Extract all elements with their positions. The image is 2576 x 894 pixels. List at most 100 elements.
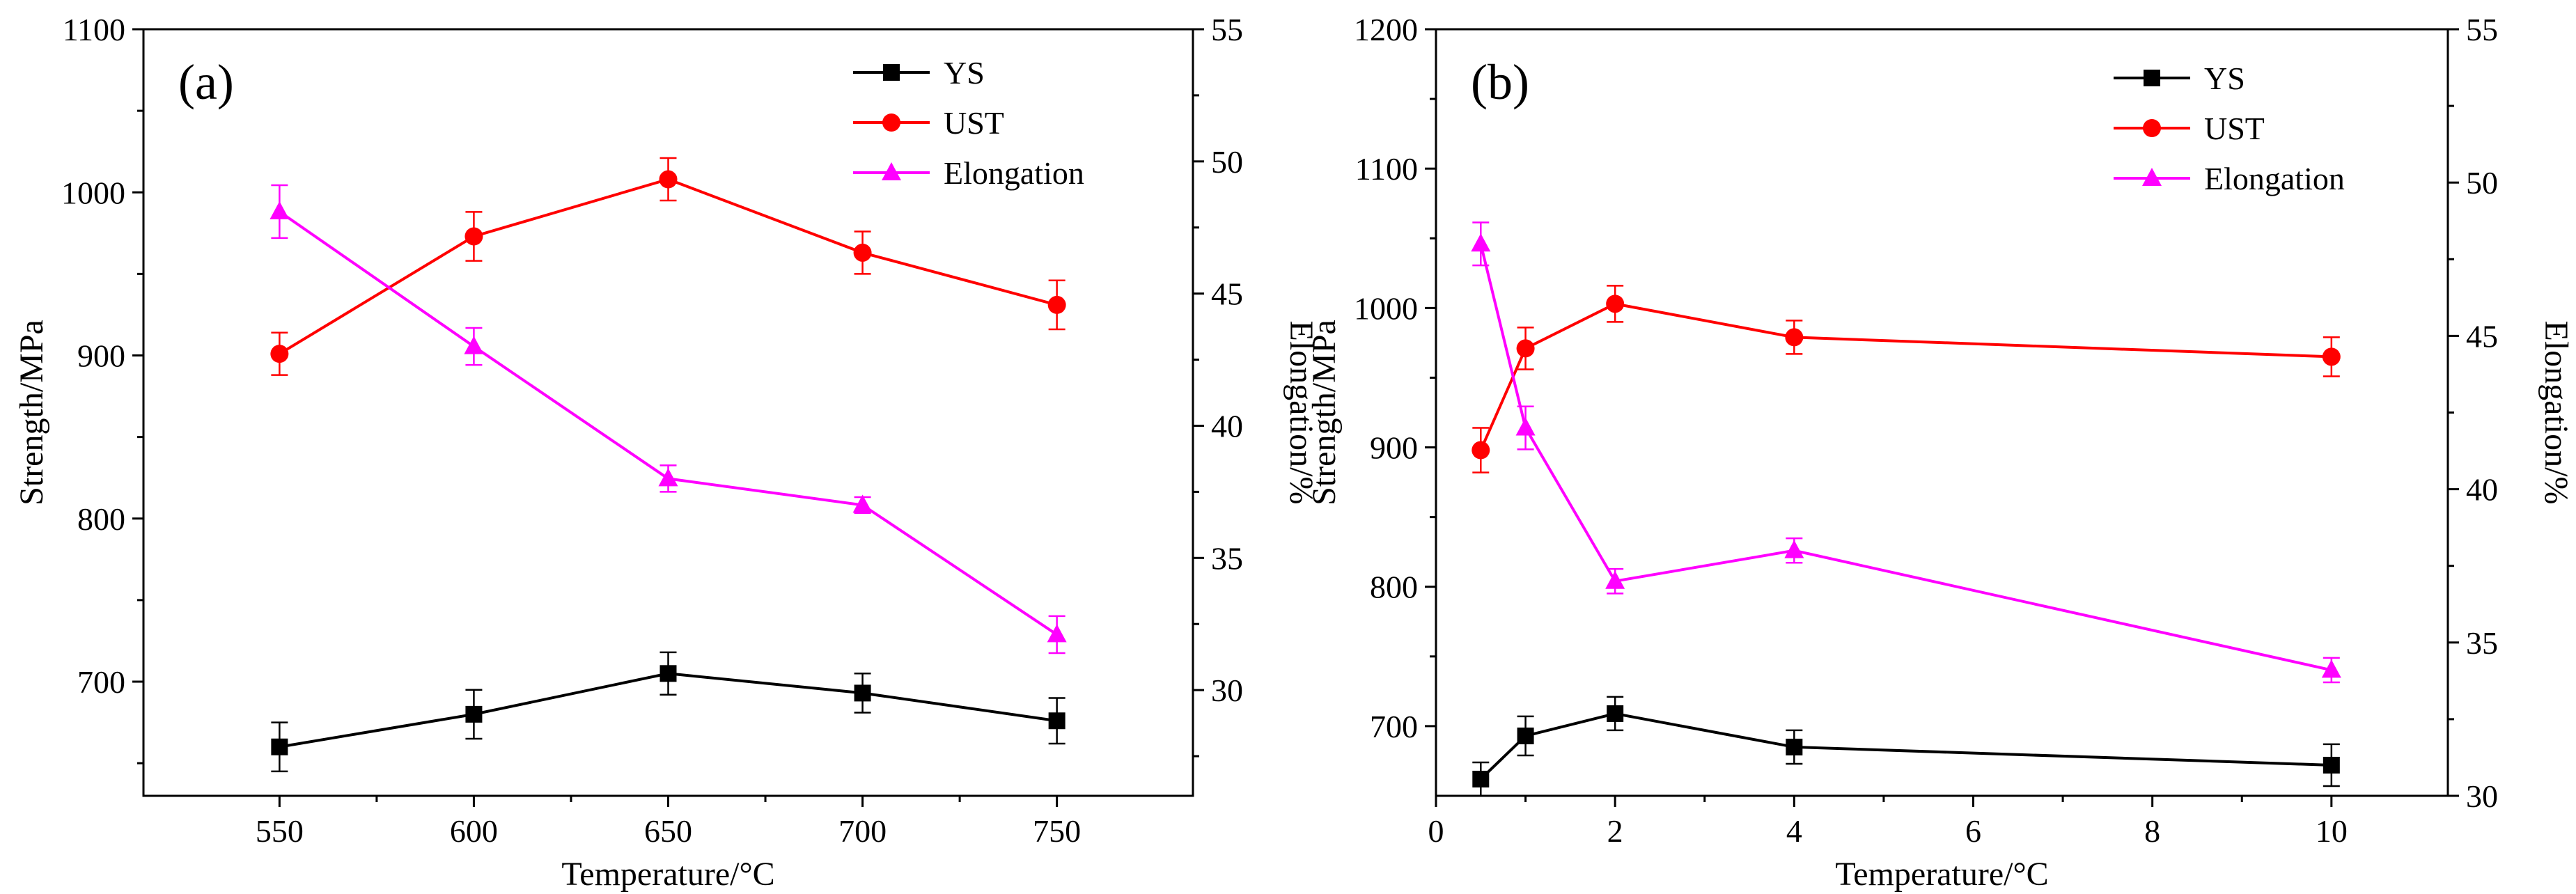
- elongation-point: [1047, 624, 1067, 643]
- ust-point: [1785, 328, 1804, 347]
- panel-label: (a): [178, 54, 234, 110]
- chart-panel-a: 550 600 650 700 750 700 800 900 1000 1100 30 35 40 45…: [13, 12, 1320, 893]
- legend-ys-marker: [883, 64, 900, 81]
- y2-tick-label: 30: [2466, 778, 2498, 814]
- y2-tick-label: 45: [2466, 318, 2498, 354]
- elongation-point: [1471, 233, 1491, 252]
- y2-tick-label: 50: [2466, 165, 2498, 201]
- ys-point: [271, 738, 288, 755]
- legend-item-ys: YS: [2114, 61, 2245, 96]
- ys-point: [1607, 705, 1624, 722]
- ys-point: [1472, 770, 1490, 787]
- y-tick-label: 700: [1370, 709, 1418, 744]
- y2-tick-label: 45: [1211, 276, 1243, 312]
- x-axis-title: Temperature/°C: [1835, 856, 2048, 893]
- legend-label: Elongation: [944, 155, 1084, 191]
- series-ys: [271, 651, 1065, 773]
- x-axis-title: Temperature/°C: [561, 856, 774, 893]
- y2-tick-label: 35: [2466, 625, 2498, 661]
- panel-label: (b): [1471, 54, 1529, 110]
- legend-label: YS: [944, 55, 985, 91]
- y-tick-label: 700: [77, 664, 125, 700]
- legend-ust-marker: [2143, 119, 2161, 137]
- ust-point: [659, 170, 678, 189]
- chart-panel-b: 0 2 4 6 8 10 700 800 900 1000 1100 1200 30 35 40 45 50 55…: [1306, 12, 2575, 893]
- ust-point: [2322, 347, 2341, 366]
- y2-tick-label: 35: [1211, 540, 1243, 576]
- ust-point: [1516, 339, 1535, 358]
- legend-item-ust: UST: [853, 105, 1004, 141]
- y-tick-label: 1000: [1354, 290, 1418, 326]
- x-tick-label: 8: [2144, 813, 2160, 849]
- legend-item-elongation: Elongation: [2114, 161, 2345, 196]
- elongation-point: [658, 468, 678, 487]
- elongation-point: [1605, 570, 1625, 589]
- y-tick-label: 800: [1370, 570, 1418, 605]
- y2-axis-title: Elongation/%: [2538, 321, 2575, 505]
- ust-point: [853, 243, 872, 262]
- y-axis-title: Strength/MPa: [1306, 320, 1343, 505]
- ust-line: [1479, 302, 2332, 451]
- elongation-point: [2321, 659, 2341, 678]
- legend-item-ust: UST: [2114, 111, 2265, 146]
- ust-point: [270, 345, 289, 363]
- y2-tick-label: 55: [1211, 12, 1243, 47]
- legend-label: YS: [2204, 61, 2245, 96]
- y-tick-label: 1100: [63, 12, 125, 47]
- ys-point: [465, 705, 483, 723]
- y-axis-title: Strength/MPa: [13, 320, 50, 505]
- legend-label: Elongation: [2204, 161, 2345, 196]
- y-tick-label: 800: [77, 501, 125, 537]
- y2-tick-label: 50: [1211, 144, 1243, 180]
- legend-ys-marker: [2144, 70, 2160, 86]
- ys-point: [854, 684, 871, 702]
- y-tick-label: 900: [77, 338, 125, 374]
- plot-frame: [1435, 28, 2449, 797]
- legend-item-elongation: Elongation: [853, 155, 1084, 191]
- series-ys: [1472, 696, 2340, 797]
- legend-label: UST: [2204, 111, 2265, 146]
- x-tick-label: 0: [1428, 813, 1444, 849]
- y-tick-label: 1000: [61, 175, 125, 210]
- y2-tick-label: 40: [2466, 472, 2498, 508]
- series-ust: [270, 157, 1066, 376]
- x-tick-label: 600: [450, 813, 498, 849]
- legend-item-ys: YS: [853, 55, 985, 91]
- x-tick-label: 10: [2316, 813, 2348, 849]
- elongation-point: [1784, 540, 1804, 558]
- ys-point: [659, 665, 677, 682]
- ys-line: [1479, 712, 2332, 781]
- elongation-point: [464, 336, 484, 354]
- elongation-point: [852, 494, 873, 513]
- legend-label: UST: [944, 105, 1004, 141]
- ust-point: [1606, 295, 1625, 313]
- elongation-line: [279, 210, 1058, 636]
- x-tick-label: 6: [1965, 813, 1981, 849]
- ys-point: [2323, 756, 2340, 774]
- x-tick-label: 650: [644, 813, 692, 849]
- legend-ust-marker: [882, 113, 900, 132]
- x-tick-label: 750: [1033, 813, 1081, 849]
- ust-point: [1047, 295, 1066, 314]
- elongation-point: [270, 201, 290, 219]
- y-tick-label: 1200: [1354, 12, 1418, 47]
- y2-tick-label: 55: [2466, 12, 2498, 47]
- x-tick-label: 550: [256, 813, 304, 849]
- y2-tick-label: 30: [1211, 673, 1243, 708]
- ust-point: [465, 227, 483, 246]
- ys-point: [1048, 712, 1065, 730]
- legend-elongation-marker: [2142, 168, 2162, 186]
- x-tick-label: 700: [838, 813, 887, 849]
- y-tick-label: 1100: [1355, 151, 1418, 187]
- series-elongation: [1471, 221, 2341, 684]
- series-ust: [1472, 285, 2341, 473]
- legend-elongation-marker: [882, 162, 901, 180]
- ys-point: [1517, 727, 1534, 744]
- elongation-point: [1515, 417, 1536, 436]
- y-tick-label: 900: [1370, 430, 1418, 466]
- ust-line: [279, 178, 1058, 355]
- series-elongation: [270, 184, 1067, 654]
- x-tick-label: 4: [1786, 813, 1802, 849]
- ust-point: [1472, 441, 1490, 460]
